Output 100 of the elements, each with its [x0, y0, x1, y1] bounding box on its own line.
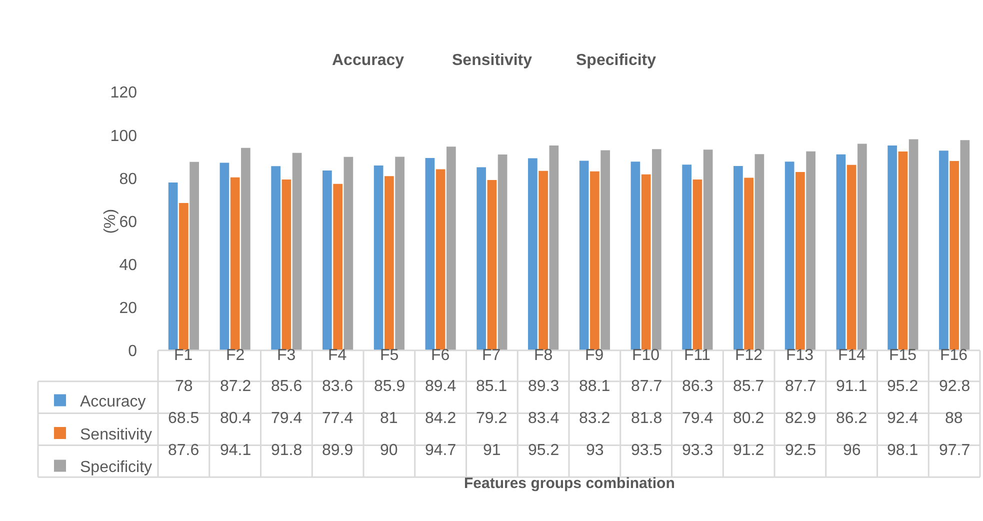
data-label: 85.6 — [271, 378, 302, 395]
data-label: 81 — [380, 410, 398, 427]
x-tick-label: F7 — [482, 347, 501, 364]
bar — [836, 154, 846, 350]
y-tick-label: 0 — [128, 343, 138, 360]
bar — [590, 171, 600, 350]
text: Accuracy — [332, 52, 404, 69]
data-label: 92.8 — [939, 378, 970, 395]
x-tick-label: F16 — [940, 347, 968, 364]
bar — [908, 139, 918, 350]
data-label: 82.9 — [785, 410, 816, 427]
data-label: 92.5 — [785, 442, 816, 459]
data-label: 98.1 — [887, 442, 918, 459]
bar — [179, 202, 188, 350]
bar — [939, 150, 948, 350]
data-label: 85.7 — [733, 378, 764, 395]
bar — [374, 166, 384, 350]
x-tick-label: F8 — [534, 347, 553, 364]
data-label: 78 — [175, 378, 193, 395]
bar — [858, 144, 867, 350]
data-label: 91.1 — [836, 378, 868, 395]
x-tick-label: F1 — [174, 347, 193, 364]
text: Specificity — [576, 52, 656, 69]
bar — [487, 180, 497, 350]
x-tick-label: F3 — [277, 347, 296, 364]
bar — [271, 166, 280, 350]
legend-label: Specificity — [80, 459, 152, 476]
bar — [282, 180, 292, 350]
x-tick-label: F12 — [735, 347, 763, 364]
data-label: 84.2 — [425, 410, 456, 427]
bar — [168, 182, 178, 350]
legend-label: Accuracy — [80, 393, 146, 410]
data-label: 92.4 — [887, 410, 918, 427]
x-tick-label: F10 — [632, 347, 660, 364]
data-label: 94.7 — [425, 442, 456, 459]
data-label: 79.2 — [476, 410, 508, 427]
bar — [734, 166, 743, 350]
bar — [344, 156, 354, 350]
bar — [888, 146, 897, 350]
bar — [600, 150, 610, 350]
bar — [446, 146, 456, 350]
data-label: 87.7 — [785, 378, 816, 395]
bar — [528, 158, 538, 350]
data-label: 83.4 — [528, 410, 560, 427]
x-tick-label: F9 — [585, 347, 604, 364]
y-tick-label: 60 — [119, 214, 138, 231]
bar — [744, 178, 754, 350]
x-tick-label: F5 — [380, 347, 399, 364]
data-label: 85.1 — [476, 378, 508, 395]
bar — [630, 162, 640, 350]
bar — [498, 154, 508, 350]
bar — [322, 170, 332, 350]
bar — [960, 140, 970, 350]
text: Features groups combination — [464, 475, 675, 492]
data-label: 89.3 — [528, 378, 560, 395]
data-label: 81.8 — [631, 410, 662, 427]
bar — [950, 161, 959, 350]
data-label: 86.2 — [836, 410, 868, 427]
bar — [436, 169, 446, 350]
data-label: 88.1 — [579, 378, 610, 395]
bar — [796, 172, 805, 350]
data-label: 94.1 — [220, 442, 252, 459]
data-label: 95.2 — [887, 378, 918, 395]
data-label: 85.9 — [374, 378, 406, 395]
bar — [703, 150, 713, 350]
y-tick-label: 100 — [110, 128, 138, 145]
data-label: 86.3 — [682, 378, 714, 395]
bar — [652, 149, 662, 350]
bar — [538, 170, 548, 350]
x-tick-label: F2 — [226, 347, 245, 364]
x-tick-label: F6 — [431, 347, 450, 364]
bar — [220, 162, 230, 350]
bar — [190, 162, 199, 350]
data-label: 88 — [945, 410, 963, 427]
bar — [692, 180, 702, 350]
data-label: 83.2 — [579, 410, 610, 427]
bar — [384, 176, 394, 350]
data-label: 87.6 — [168, 442, 200, 459]
data-label: 93.5 — [631, 442, 662, 459]
bar — [241, 148, 250, 350]
text: Sensitivity — [452, 52, 532, 69]
x-tick-label: F4 — [328, 347, 347, 364]
data-label: 91 — [483, 442, 501, 459]
data-label: 89.9 — [322, 442, 354, 459]
bar — [898, 152, 908, 350]
y-tick-label: 40 — [119, 256, 138, 274]
data-label: 97.7 — [939, 442, 970, 459]
bar — [806, 151, 816, 350]
data-label: 87.7 — [631, 378, 662, 395]
data-label: 77.4 — [322, 410, 354, 427]
data-label: 79.4 — [271, 410, 302, 427]
data-label: 80.4 — [220, 410, 252, 427]
bar — [579, 160, 589, 350]
bar — [333, 184, 342, 350]
data-label: 79.4 — [682, 410, 714, 427]
bar — [230, 177, 240, 350]
bar — [292, 152, 302, 350]
data-label: 91.8 — [271, 442, 302, 459]
bar — [425, 158, 435, 350]
bar — [682, 164, 692, 350]
